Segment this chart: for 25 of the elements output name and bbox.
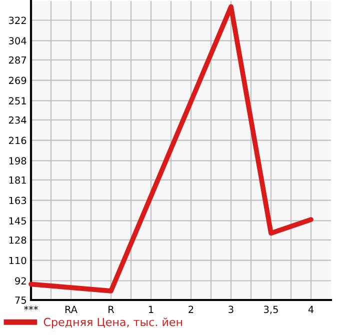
legend-label: Средняя Цена, тыс. йен <box>44 318 182 328</box>
y-tick-label: 234 <box>8 116 26 124</box>
y-tick-label: 128 <box>9 236 26 244</box>
y-tick-label: 145 <box>9 217 26 225</box>
y-tick-label: 304 <box>9 37 26 44</box>
y-tick-label: 163 <box>9 196 26 204</box>
x-tick-label: 4 <box>308 306 314 313</box>
x-tick-label: 3,5 <box>264 306 278 314</box>
y-tick-label: 322 <box>9 16 26 24</box>
y-tick-label: 251 <box>8 97 26 104</box>
y-tick-label: 198 <box>9 157 26 165</box>
x-tick-label: 1 <box>148 306 154 313</box>
x-tick-label: 3 <box>228 306 234 314</box>
line-series <box>28 4 314 294</box>
y-tick-label: 287 <box>8 56 26 64</box>
x-tick-label: R <box>108 306 114 313</box>
x-tick-label: RA <box>65 306 78 313</box>
x-tick-label: 2 <box>188 306 194 313</box>
y-tick-label: 216 <box>8 136 26 144</box>
y-tick-label: 92 <box>15 277 26 285</box>
y-tick-label: 75 <box>15 296 26 304</box>
y-tick-label: 110 <box>9 256 26 264</box>
x-tick-label: *** <box>24 306 38 310</box>
y-tick-label: 181 <box>9 176 26 184</box>
y-tick-label: 269 <box>8 76 26 84</box>
